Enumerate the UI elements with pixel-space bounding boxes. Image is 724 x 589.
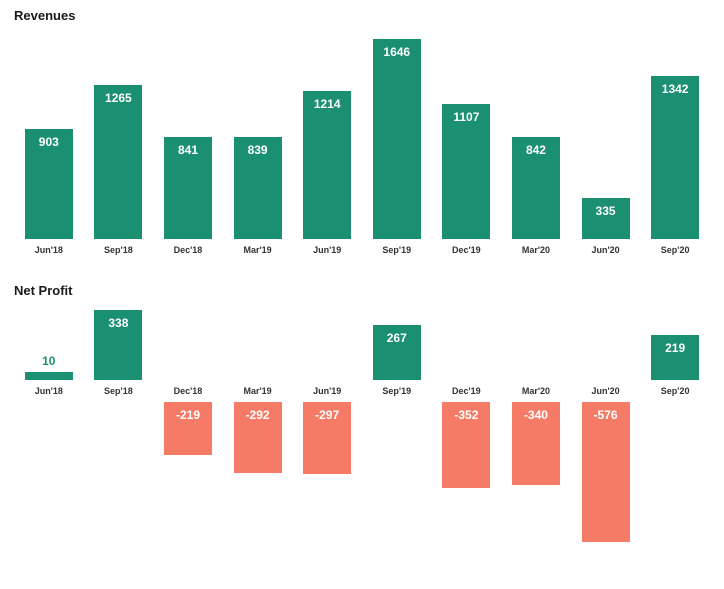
- bar-value-label: 1342: [651, 82, 699, 96]
- revenues-bar: 841: [164, 137, 212, 239]
- revenues-bar: 1214: [303, 91, 351, 239]
- netprofit-bar-slot: Dec'19 -352: [432, 310, 502, 542]
- bar-value-label: -297: [303, 408, 351, 422]
- x-axis-label: Mar'20: [501, 386, 571, 396]
- netprofit-bar-slot: 10 Jun'18: [14, 310, 84, 542]
- revenues-bar-slot: 335 Jun'20: [571, 198, 641, 255]
- bar-value-label: 10: [25, 354, 73, 368]
- x-axis-label: Dec'19: [452, 245, 481, 255]
- revenues-title: Revenues: [14, 8, 710, 23]
- bar-value-label: -352: [442, 408, 490, 422]
- x-axis-label: Mar'19: [223, 386, 293, 396]
- revenues-bars-row: 903 Jun'18 1265 Sep'18 841 Dec'18 839 Mar'19 121…: [14, 35, 710, 255]
- netprofit-bar: 338: [94, 310, 142, 380]
- x-axis-label: Dec'18: [174, 245, 203, 255]
- bar-value-label: 841: [164, 143, 212, 157]
- netprofit-bar: -576: [582, 402, 630, 542]
- netprofit-bar-slot: 338 Sep'18: [84, 310, 154, 542]
- bar-value-label: 839: [234, 143, 282, 157]
- netprofit-bar: -352: [442, 402, 490, 488]
- netprofit-bar-slot: 219 Sep'20: [640, 310, 710, 542]
- revenues-bar: 1265: [94, 85, 142, 239]
- netprofit-bar-slot: Jun'19 -297: [292, 310, 362, 542]
- x-axis-label: Mar'20: [522, 245, 550, 255]
- netprofit-bar: 267: [373, 325, 421, 380]
- x-axis-label: Jun'20: [571, 386, 641, 396]
- revenues-bar: 1646: [373, 39, 421, 239]
- netprofit-bar-slot: Jun'20 -576: [571, 310, 641, 542]
- revenues-bar-slot: 1265 Sep'18: [84, 85, 154, 255]
- x-axis-label: Jun'19: [313, 245, 341, 255]
- revenues-bar: 842: [512, 137, 560, 239]
- x-axis-label: Dec'18: [153, 386, 223, 396]
- netprofit-bar: 10: [25, 372, 73, 380]
- netprofit-title: Net Profit: [14, 283, 710, 298]
- netprofit-chart: Net Profit 10 Jun'18 338 Sep'18Dec'18 -219 Ma…: [14, 283, 710, 542]
- bar-value-label: 338: [94, 316, 142, 330]
- x-axis-label: Dec'19: [432, 386, 502, 396]
- netprofit-bar: 219: [651, 335, 699, 380]
- x-axis-label: Jun'18: [35, 245, 63, 255]
- netprofit-bars-row: 10 Jun'18 338 Sep'18Dec'18 -219 Mar'19 -292 Jun…: [14, 310, 710, 542]
- revenues-bar: 1107: [442, 104, 490, 239]
- revenues-bar-slot: 903 Jun'18: [14, 129, 84, 255]
- revenues-bar-slot: 1342 Sep'20: [640, 76, 710, 255]
- netprofit-bar: -292: [234, 402, 282, 473]
- revenues-bar-slot: 1214 Jun'19: [292, 91, 362, 255]
- x-axis-label: Sep'20: [640, 386, 710, 396]
- revenues-bar: 839: [234, 137, 282, 239]
- bar-value-label: 1265: [94, 91, 142, 105]
- bar-value-label: 1214: [303, 97, 351, 111]
- netprofit-bar-slot: 267 Sep'19: [362, 310, 432, 542]
- x-axis-label: Sep'18: [104, 245, 133, 255]
- netprofit-bar: -340: [512, 402, 560, 485]
- x-axis-label: Jun'20: [591, 245, 619, 255]
- bar-value-label: -340: [512, 408, 560, 422]
- bar-value-label: 1646: [373, 45, 421, 59]
- revenues-bar-slot: 1107 Dec'19: [432, 104, 502, 255]
- x-axis-label: Sep'20: [661, 245, 690, 255]
- bar-value-label: 842: [512, 143, 560, 157]
- revenues-bar-slot: 842 Mar'20: [501, 137, 571, 255]
- bar-value-label: 219: [651, 341, 699, 355]
- revenues-bar-slot: 841 Dec'18: [153, 137, 223, 255]
- revenues-bar: 903: [25, 129, 73, 239]
- bar-value-label: 1107: [442, 110, 490, 124]
- x-axis-label: Sep'19: [382, 245, 411, 255]
- x-axis-label: Jun'19: [292, 386, 362, 396]
- netprofit-bar-slot: Dec'18 -219: [153, 310, 223, 542]
- netprofit-bar: -219: [164, 402, 212, 455]
- bar-value-label: -219: [164, 408, 212, 422]
- bar-value-label: -576: [582, 408, 630, 422]
- netprofit-bar: -297: [303, 402, 351, 474]
- revenues-bar: 335: [582, 198, 630, 239]
- bar-value-label: -292: [234, 408, 282, 422]
- bar-value-label: 267: [373, 331, 421, 345]
- x-axis-label: Sep'18: [84, 386, 154, 396]
- x-axis-label: Jun'18: [14, 386, 84, 396]
- revenues-bar-slot: 1646 Sep'19: [362, 39, 432, 255]
- revenues-bar-slot: 839 Mar'19: [223, 137, 293, 255]
- revenues-chart: Revenues 903 Jun'18 1265 Sep'18 841 Dec'18 839…: [14, 8, 710, 255]
- revenues-bar: 1342: [651, 76, 699, 239]
- bar-value-label: 903: [25, 135, 73, 149]
- netprofit-bar-slot: Mar'19 -292: [223, 310, 293, 542]
- x-axis-label: Sep'19: [362, 386, 432, 396]
- netprofit-bar-slot: Mar'20 -340: [501, 310, 571, 542]
- x-axis-label: Mar'19: [244, 245, 272, 255]
- bar-value-label: 335: [582, 204, 630, 218]
